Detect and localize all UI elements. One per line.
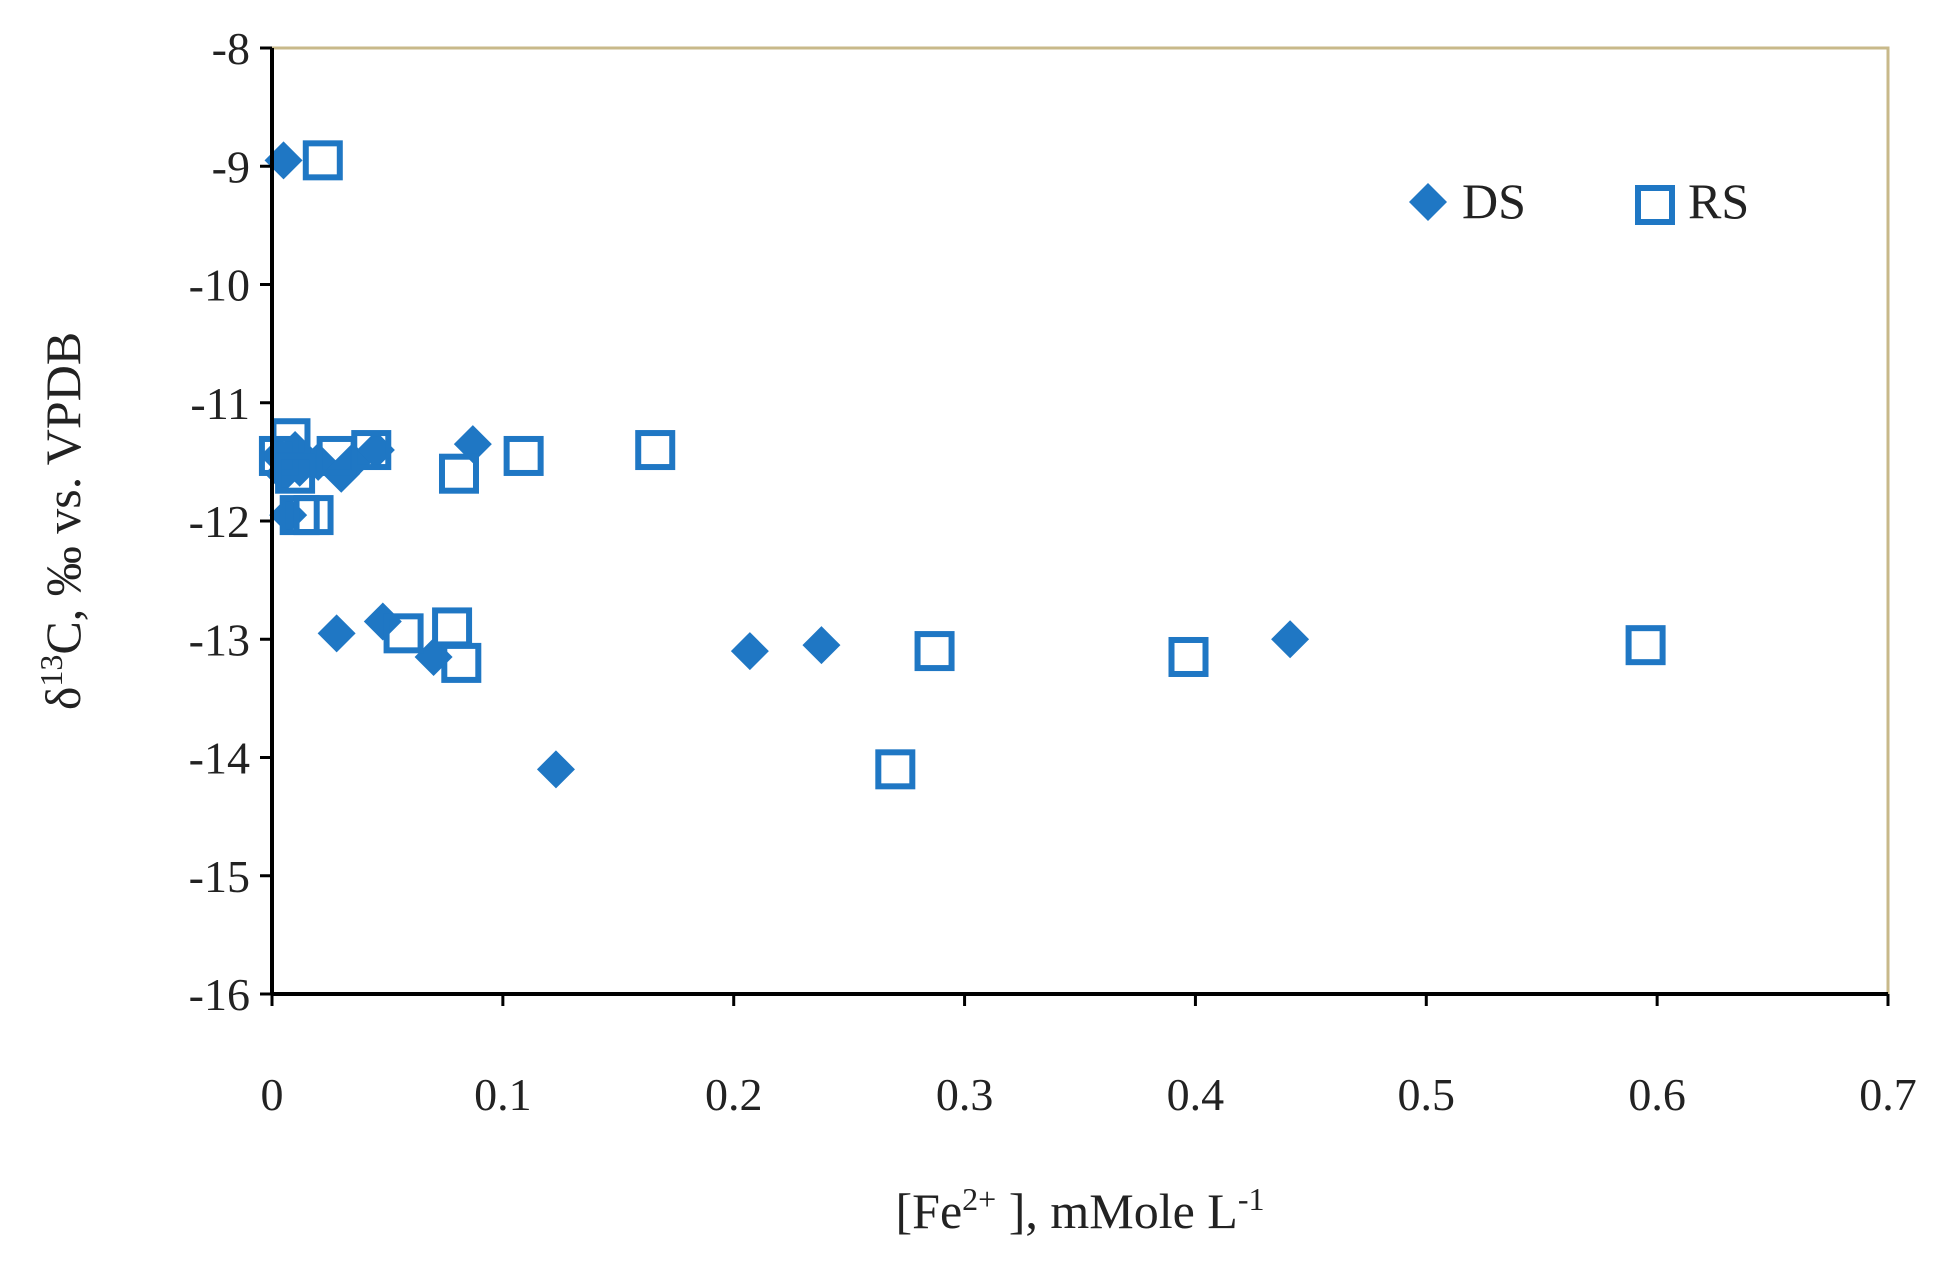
rs-point <box>275 453 316 494</box>
y-tick-label: -8 <box>212 23 250 74</box>
x-tick-label: 0.5 <box>1398 1069 1456 1120</box>
x-axis-title: [Fe2+ ], mMole L-1 <box>896 1181 1265 1239</box>
x-tick-label: 0.2 <box>705 1069 763 1120</box>
legend-ds-label: DS <box>1462 173 1526 229</box>
rs-point <box>875 749 916 790</box>
ds-point <box>453 425 492 464</box>
ds-point <box>317 614 356 653</box>
ds-point <box>363 602 402 641</box>
ds-point <box>1271 620 1310 659</box>
ds-point <box>730 632 769 671</box>
y-tick-label: -9 <box>212 141 250 192</box>
y-axis-title: δ13C, ‰ vs. VPDB <box>33 332 91 710</box>
legend: DS RS <box>1409 173 1749 229</box>
rs-point <box>503 435 544 476</box>
x-tick-label: 0.4 <box>1167 1069 1225 1120</box>
x-ticks: 0 0.1 0.2 0.3 0.4 0.5 0.6 0.7 <box>261 994 1917 1120</box>
data-markers <box>258 140 1666 790</box>
rs-point <box>441 642 482 683</box>
ds-point <box>536 750 575 789</box>
rs-point <box>438 453 479 494</box>
rs-point <box>1625 625 1666 666</box>
rs-point <box>351 430 392 471</box>
y-tick-label: -13 <box>189 614 250 665</box>
rs-point <box>635 430 676 471</box>
x-tick-label: 0 <box>261 1069 284 1120</box>
y-tick-label: -14 <box>189 733 250 784</box>
y-tick-label: -15 <box>189 851 250 902</box>
legend-ds-marker <box>1409 183 1447 221</box>
legend-rs-label: RS <box>1688 173 1749 229</box>
rs-point <box>383 613 424 654</box>
ds-point <box>802 626 841 665</box>
ds-point <box>264 141 303 180</box>
y-tick-label: -16 <box>189 969 250 1020</box>
rs-point <box>302 140 343 181</box>
x-tick-label: 0.6 <box>1628 1069 1686 1120</box>
y-ticks: -8 -9 -10 -11 -12 -13 -14 -15 -16 <box>189 23 272 1020</box>
x-tick-label: 0.3 <box>936 1069 994 1120</box>
legend-rs-marker <box>1635 185 1675 225</box>
y-tick-label: -12 <box>189 496 250 547</box>
ds-point <box>269 496 308 535</box>
rs-point <box>914 631 955 672</box>
x-tick-label: 0.7 <box>1859 1069 1917 1120</box>
rs-point <box>432 607 473 648</box>
x-tick-label: 0.1 <box>474 1069 532 1120</box>
rs-point <box>1168 636 1209 677</box>
y-tick-label: -11 <box>190 378 250 429</box>
rs-point <box>293 495 334 536</box>
y-tick-label: -10 <box>189 260 250 311</box>
